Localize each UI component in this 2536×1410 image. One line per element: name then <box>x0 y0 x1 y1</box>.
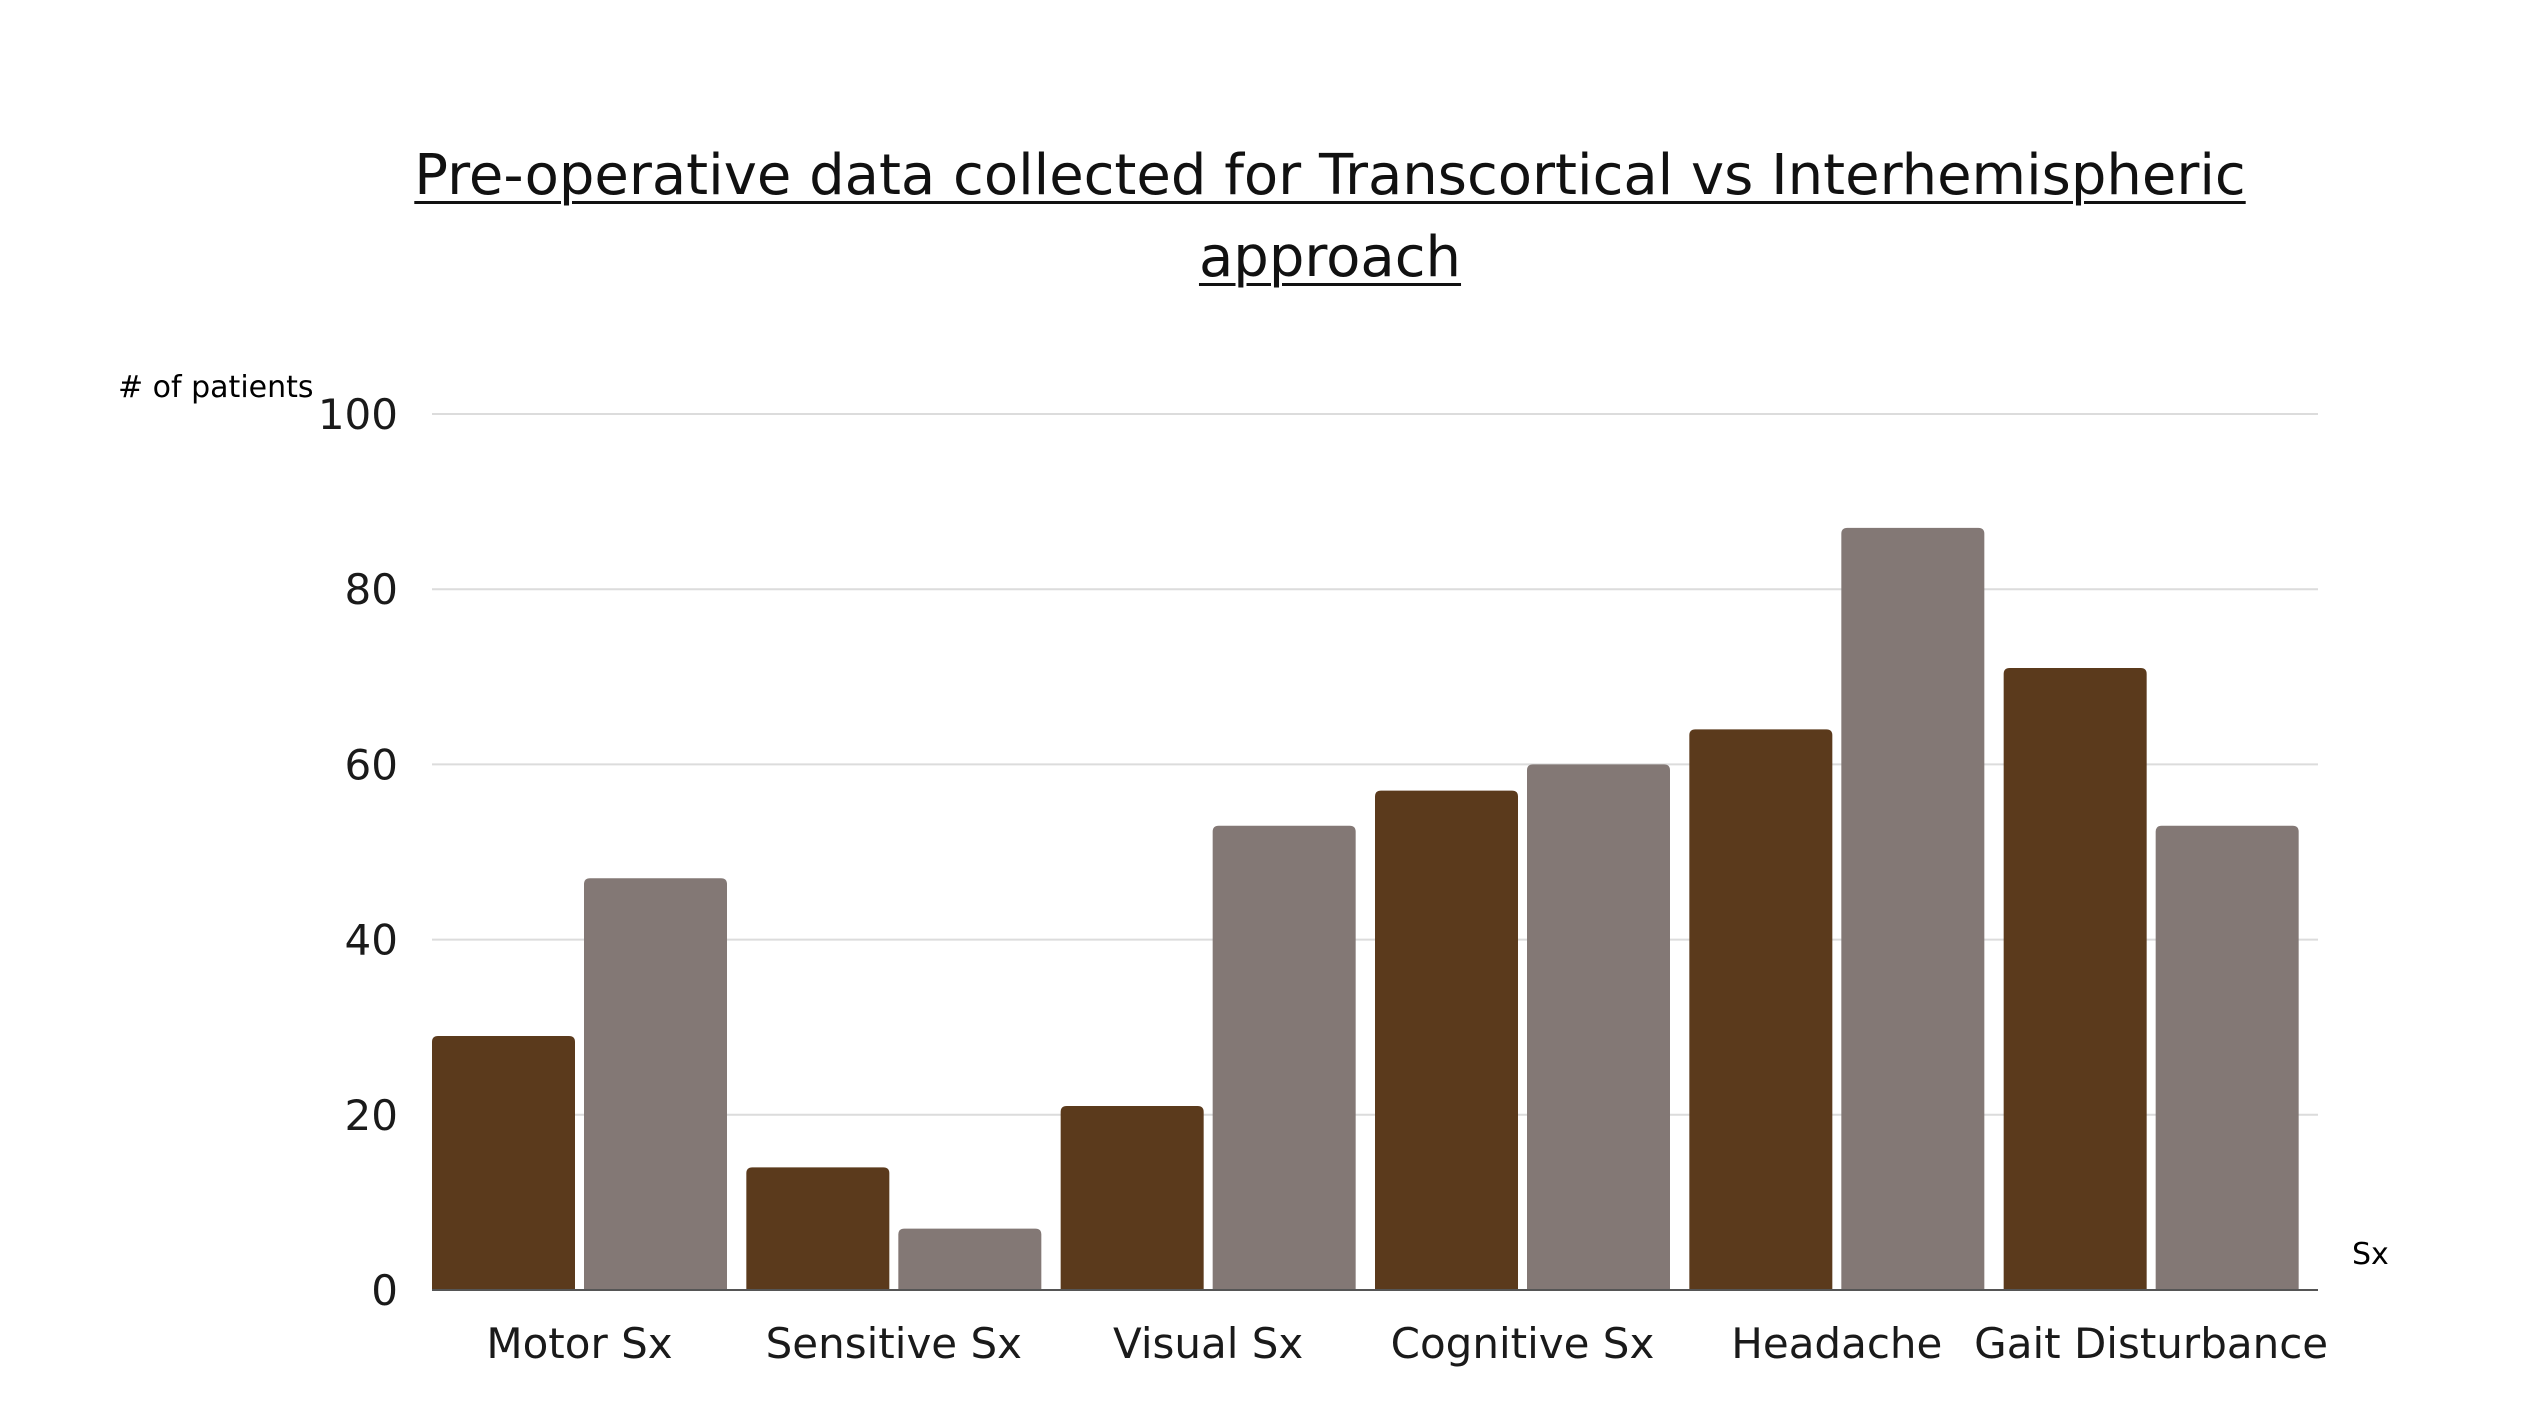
y-axis-title: # of patients <box>118 370 314 405</box>
bar-series-2-motor-sx <box>584 878 727 1290</box>
y-tick-label: 20 <box>345 1091 398 1140</box>
x-category-label: Visual Sx <box>1113 1319 1303 1368</box>
y-axis-ticks: 0 20 40 60 80 100 <box>318 390 398 1315</box>
bar-series-2-cognitive-sx <box>1527 764 1670 1290</box>
y-tick-label: 80 <box>345 565 398 614</box>
bar-series-1-sensitive-sx <box>746 1167 890 1290</box>
chart-title-text: Pre-operative data collected for Transco… <box>414 143 2246 290</box>
bar-series-2-headache <box>1841 527 1985 1290</box>
x-axis-title: Sx <box>2352 1237 2389 1272</box>
y-tick-label: 40 <box>345 916 398 965</box>
x-category-label: Gait Disturbance <box>1974 1319 2328 1368</box>
bar-series-1-cognitive-sx <box>1375 790 1518 1290</box>
x-category-label: Motor Sx <box>486 1319 672 1368</box>
y-tick-label: 100 <box>318 390 398 439</box>
bar-series-1-visual-sx <box>1060 1106 1204 1290</box>
y-tick-label: 0 <box>371 1266 398 1315</box>
x-axis-category-labels: Motor Sx Sensitive Sx Visual Sx Cognitive S… <box>486 1319 2328 1368</box>
bar-series-2-sensitive-sx <box>898 1228 1042 1290</box>
bar-series-2-visual-sx <box>1212 825 1356 1290</box>
x-category-label: Headache <box>1731 1319 1942 1368</box>
y-tick-label: 60 <box>345 740 398 789</box>
bars <box>432 527 2299 1290</box>
x-category-label: Cognitive Sx <box>1391 1319 1655 1368</box>
bar-series-1-motor-sx <box>432 1035 575 1290</box>
chart-title: Pre-operative data collected for Transco… <box>300 135 2360 299</box>
bar-series-1-gait-disturbance <box>2003 668 2147 1290</box>
bar-series-1-headache <box>1689 729 1833 1290</box>
bar-series-2-gait-disturbance <box>2155 825 2299 1290</box>
x-category-label: Sensitive Sx <box>766 1319 1022 1368</box>
